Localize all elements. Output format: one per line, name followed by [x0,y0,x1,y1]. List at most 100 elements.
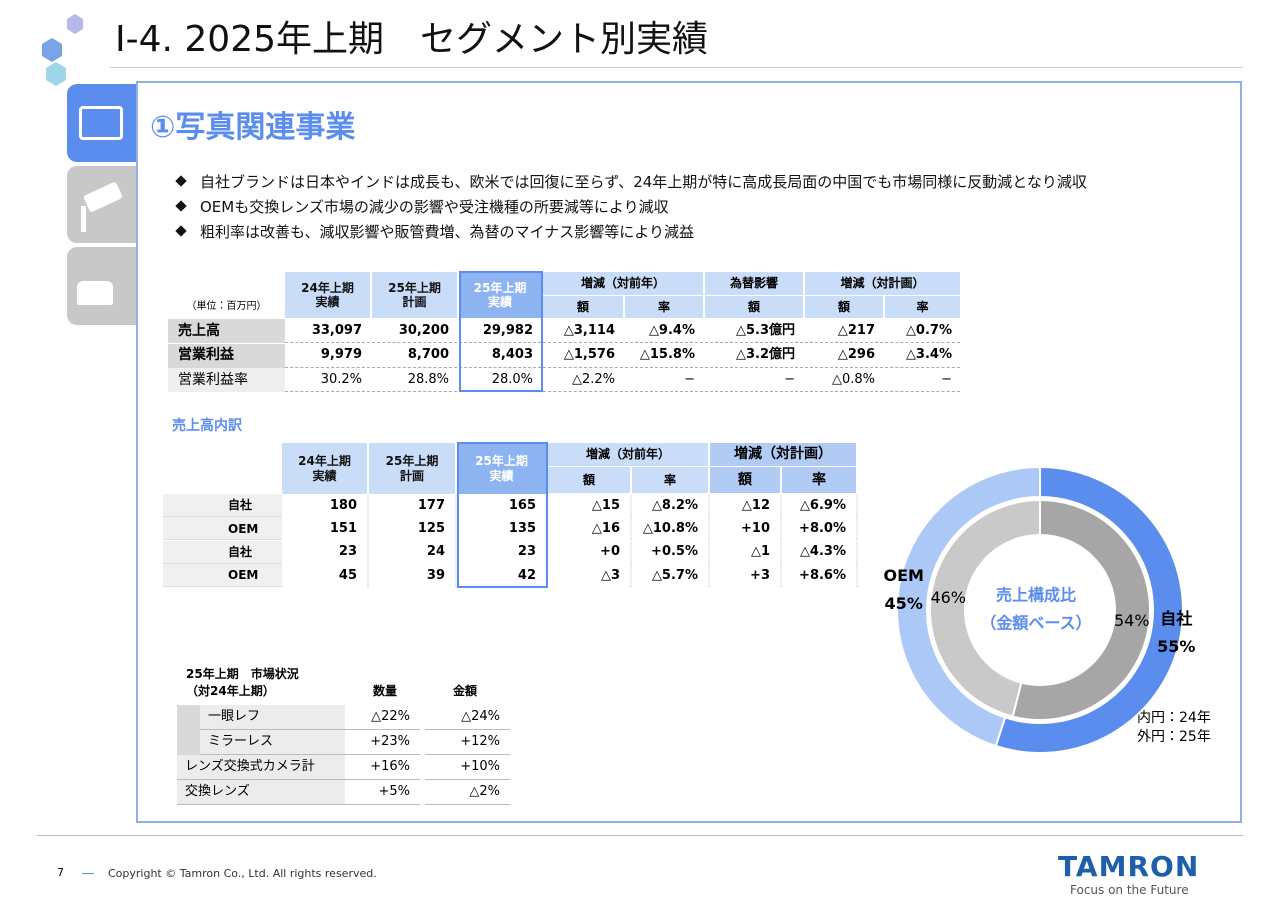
sub-header: 率 [632,467,708,493]
table-cell: 29,982 [459,319,541,343]
chart-subtitle: （金額ベース） [980,614,1091,633]
table-cell: 30,200 [372,319,457,343]
row-label: 売上高 [168,319,285,343]
sub-header: 額 [710,467,780,493]
table-cell: 45 [282,563,367,587]
table-cell: △4.3% [782,540,856,564]
tab-automotive [67,247,136,325]
table-cell: △9.4% [625,319,703,343]
table-cell: △12 [710,494,780,517]
table-cell: +10 [710,517,780,541]
category-label: OEM [883,566,923,585]
table-cell: 135 [457,517,546,541]
table-cell: 39 [369,563,455,587]
column-header: 25年上期 実績 [457,443,546,494]
table-cell: 28.8% [372,368,457,392]
table-cell: 9,979 [285,344,370,368]
row-label: 自社 [228,544,253,559]
table-cell: △3.4% [885,344,960,368]
value-label: 55% [1157,637,1195,656]
footer-rule [37,835,1243,836]
table-cell: △22% [345,705,420,730]
highlight-column [459,271,543,392]
value-label: 54% [1114,611,1150,630]
group-header: 増減（対計画） [805,272,960,295]
page-number: 7 [57,866,64,879]
table-cell: +23% [345,730,420,755]
table-cell: △3,114 [543,319,623,343]
table-cell: 23 [282,540,367,564]
table-cell: − [885,368,960,392]
row-label: OEM [228,568,259,583]
table-cell: +16% [345,755,420,780]
unit-label: （単位：百万円） [186,300,267,312]
table-cell: − [625,368,703,392]
column-header: 数量 [372,683,397,698]
table-cell: △6.9% [782,494,856,517]
table-cell: 8,700 [372,344,457,368]
donut-segment [1011,498,1151,721]
row-label: 一眼レフ [200,705,345,730]
table-cell: 23 [457,540,546,564]
chart-title: 売上構成比 [996,586,1076,605]
footer-dash [82,873,94,874]
table-cell: △1,576 [543,344,623,368]
row-label: 営業利益率 [168,368,285,392]
donut-segment [929,498,1041,718]
table-cell: △5.7% [632,563,708,587]
donut-segment [896,465,1041,748]
market-title: 25年上期 市場状況 （対24年上期） [186,667,299,698]
tab-surveillance [67,166,136,243]
value-label: 46% [930,588,966,607]
column-header: 金額 [452,683,477,698]
section-title: ①写真関連事業 [150,110,356,145]
table-cell: +10% [425,755,510,780]
group-header: 増減（対前年） [543,272,703,295]
table-cell: △0.7% [885,319,960,343]
table-cell: +0.5% [632,540,708,564]
table-cell: 30.2% [285,368,370,392]
legend-entry: 外円：25年 [1137,729,1211,745]
hex-decoration [42,14,83,86]
table-cell: +0 [548,540,630,564]
logo: TAMRON [1058,850,1200,883]
table-cell: 151 [282,517,367,541]
table-cell: 24 [369,540,455,564]
row-label: 自社 [228,498,253,513]
breakdown-title: 売上高内訳 [172,418,242,434]
table-cell: 180 [282,494,367,517]
table-cell: △8.2% [632,494,708,517]
table-cell: △1 [710,540,780,564]
table-cell: △296 [805,344,883,368]
sub-header: 率 [782,467,856,493]
table-cell: △24% [425,705,510,730]
sub-header: 率 [625,296,703,318]
bullet: OEMも交換レンズ市場の減少の影響や受注機種の所要減等により減収 [200,198,669,216]
table-cell: △15 [548,494,630,517]
bullet: 自社ブランドは日本やインドは成長も、欧米では回復に至らず、24年上期が特に高成長… [200,173,1087,191]
category-label: 自社 [1160,609,1192,628]
table-cell: 42 [457,563,546,587]
highlight-column [457,442,548,588]
table-cell: △10.8% [632,517,708,541]
donut-segment [994,465,1184,754]
row-label: ミラーレス [200,730,345,755]
table-cell: 8,403 [459,344,541,368]
copyright: Copyright © Tamron Co., Ltd. All rights … [108,867,377,880]
row-label: OEM [228,521,259,536]
indent-bar [177,705,200,755]
column-header: 25年上期 実績 [459,272,541,318]
column-header: 25年上期 計画 [369,443,455,494]
table-cell: △3 [548,563,630,587]
table-cell: +12% [425,730,510,755]
group-header: 増減（対前年） [548,443,708,466]
sub-header: 額 [548,467,630,493]
tab-photo [67,84,136,162]
group-header: 増減（対計画） [710,443,856,466]
row-label: レンズ交換式カメラ計 [177,755,345,780]
legend-entry: 内円：24年 [1137,710,1211,726]
table-cell: +5% [345,780,420,805]
table-cell: △2% [425,780,510,805]
table-cell: 125 [369,517,455,541]
